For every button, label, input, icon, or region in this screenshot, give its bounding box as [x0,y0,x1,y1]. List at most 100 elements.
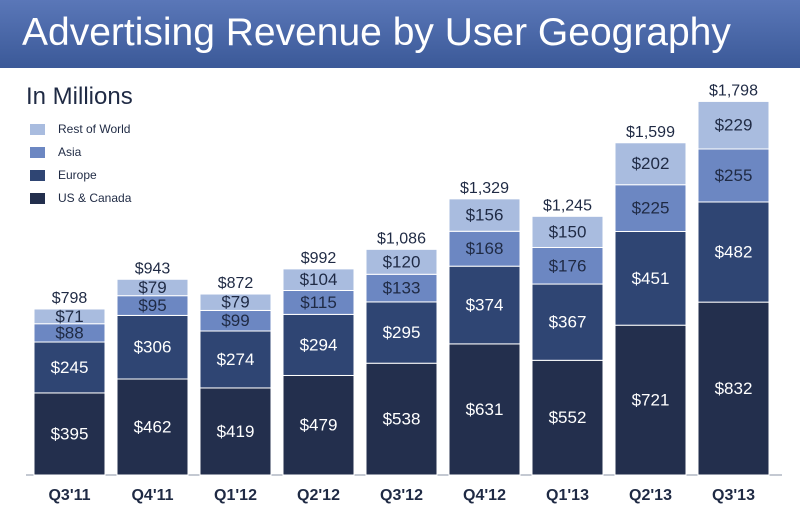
legend-label-rest-of-world: Rest of World [58,122,130,136]
total-label: $1,329 [460,180,509,197]
data-label-asia: $115 [300,293,337,312]
data-label-asia: $133 [383,279,421,298]
bar-segment-rest-of-world [697,100,770,150]
bar-segment-asia [697,148,770,203]
legend-swatch-europe [30,170,45,181]
bar-segment-asia [614,184,687,232]
bar-segment-rest-of-world [33,308,106,325]
chart-title: Advertising Revenue by User Geography [22,11,731,54]
x-tick-label: Q1'12 [214,487,257,504]
data-label-us-canada: $631 [466,400,504,419]
data-label-rest-of-world: $79 [221,293,249,312]
bars: $395$245$88$71$798$462$306$95$79$943$419… [33,82,770,476]
data-label-rest-of-world: $229 [715,116,753,135]
bar-segment-europe [531,283,604,361]
total-label: $1,798 [709,82,758,99]
x-tick-label: Q2'13 [629,487,672,504]
x-tick-label: Q1'13 [546,487,589,504]
data-label-rest-of-world: $202 [632,154,670,173]
bar-segment-europe [33,341,106,394]
bar-segment-us-canada [448,343,521,476]
bar-segment-asia [448,230,521,267]
data-label-us-canada: $395 [51,424,89,443]
total-label: $1,245 [543,197,592,214]
legend: Rest of World Asia Europe US & Canada [30,122,132,205]
data-label-europe: $294 [300,335,338,354]
data-label-asia: $95 [138,296,166,315]
x-axis-ticks: Q3'11 Q4'11 Q1'12 Q2'12 Q3'12 Q4'12 Q1'13 Q2'13… [48,487,755,504]
bar-segment-us-canada [614,324,687,476]
legend-label-us-canada: US & Canada [58,191,132,205]
data-label-europe: $374 [466,296,504,315]
bar-segment-rest-of-world [614,142,687,186]
data-label-us-canada: $721 [632,391,670,410]
bar-segment-europe [697,201,770,303]
data-label-europe: $306 [134,338,172,357]
data-label-rest-of-world: $150 [549,222,587,241]
data-label-europe: $274 [217,350,255,369]
data-label-europe: $367 [549,313,587,332]
bar-segment-europe [282,313,355,376]
x-tick-label: Q3'12 [380,487,423,504]
total-label: $992 [301,250,337,267]
data-label-asia: $88 [55,323,83,342]
total-label: $798 [52,290,88,307]
total-label: $943 [135,260,171,277]
data-label-europe: $482 [715,243,753,262]
data-label-europe: $295 [383,323,421,342]
bar-segment-europe [614,230,687,326]
data-label-asia: $176 [549,256,587,275]
data-label-us-canada: $538 [383,410,421,429]
data-label-us-canada: $832 [715,379,753,398]
bar-segment-europe [448,265,521,345]
total-label: $1,599 [626,124,675,141]
bar-segment-us-canada [282,374,355,476]
bar-segment-rest-of-world [448,198,521,232]
bar-segment-asia [365,273,438,303]
data-label-asia: $255 [715,166,753,185]
total-label: $1,086 [377,230,426,247]
title-bar: Advertising Revenue by User Geography [0,0,800,68]
bar-segment-us-canada [33,392,106,476]
data-label-europe: $451 [632,269,670,288]
data-label-us-canada: $419 [217,422,255,441]
bar-segment-rest-of-world [365,248,438,275]
bar-segment-us-canada [697,301,770,476]
legend-swatch-asia [30,147,45,158]
total-label: $872 [218,275,254,292]
data-label-asia: $225 [632,199,670,218]
bar-segment-europe [365,301,438,364]
bar-segment-rest-of-world [199,293,272,311]
data-label-rest-of-world: $156 [466,206,504,225]
data-label-rest-of-world: $71 [55,307,83,326]
legend-label-europe: Europe [58,168,97,182]
bar-segment-europe [116,314,189,380]
bar-segment-rest-of-world [531,215,604,248]
bar-segment-rest-of-world [116,278,189,297]
x-tick-label: Q4'12 [463,487,506,504]
data-label-asia: $168 [466,239,504,258]
data-label-us-canada: $462 [134,418,172,437]
chart-subtitle: In Millions [26,83,133,110]
legend-swatch-rest-of-world [30,124,45,135]
x-tick-label: Q3'11 [48,487,90,504]
bar-segment-asia [531,246,604,285]
legend-swatch-us-canada [30,193,45,204]
data-label-us-canada: $479 [300,416,338,435]
bar-segment-us-canada [199,387,272,476]
data-label-asia: $99 [221,311,249,330]
data-label-rest-of-world: $104 [300,270,338,289]
bar-segment-europe [199,330,272,389]
data-label-europe: $245 [51,358,89,377]
data-label-rest-of-world: $79 [138,278,166,297]
legend-label-asia: Asia [58,145,82,159]
data-label-rest-of-world: $120 [383,252,421,271]
x-tick-label: Q2'12 [297,487,340,504]
bar-segment-us-canada [116,378,189,476]
x-tick-label: Q4'11 [131,487,173,504]
x-tick-label: Q3'13 [712,487,755,504]
bar-segment-rest-of-world [282,268,355,291]
bar-segment-us-canada [365,362,438,476]
data-label-us-canada: $552 [549,408,587,427]
